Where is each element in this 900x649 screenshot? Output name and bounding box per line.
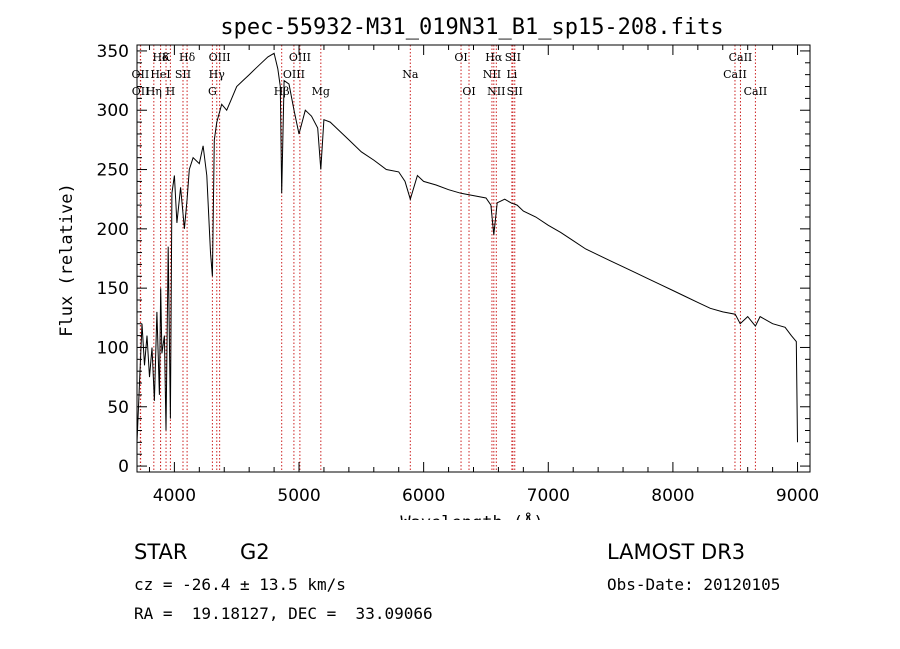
y-tick-label: 0 — [118, 457, 129, 477]
line-label: OII — [132, 85, 150, 98]
line-label: OIII — [289, 51, 311, 64]
x-tick-label: 5000 — [277, 486, 320, 506]
y-tick-label: 50 — [107, 398, 129, 418]
line-label: SII — [505, 51, 521, 64]
line-label: SII — [175, 68, 191, 81]
axis-ticks: 4000 5000 6000 7000 8000 9000 0 50 100 150 200 250 3… — [97, 42, 820, 506]
x-tick-label: 8000 — [651, 486, 694, 506]
line-label: NII — [487, 85, 505, 98]
y-tick-label: 150 — [97, 279, 129, 299]
line-label: Hδ — [152, 51, 169, 64]
y-tick-label: 100 — [97, 338, 129, 358]
spectrum-line — [136, 52, 798, 443]
line-label: Hδ — [179, 51, 196, 64]
line-label: Hβ — [274, 85, 290, 98]
line-label: OI — [454, 51, 467, 64]
redshift-velocity: cz = -26.4 ± 13.5 km/s — [134, 575, 346, 594]
x-tick-label: 6000 — [402, 486, 445, 506]
line-label: OIII — [283, 68, 305, 81]
x-tick-label: 7000 — [527, 486, 570, 506]
line-label: HeI — [150, 68, 170, 81]
y-tick-label: 200 — [97, 220, 129, 240]
line-label: Na — [402, 68, 419, 81]
chart-title: spec-55932-M31_019N31_B1_sp15-208.fits — [220, 15, 723, 40]
line-label: NII — [483, 68, 501, 81]
y-axis-label: Flux (relative) — [57, 183, 77, 337]
observation-date: Obs-Date: 20120105 — [607, 575, 781, 594]
object-class: STAR — [134, 540, 188, 564]
line-label: CaII — [729, 51, 753, 64]
line-label: Mg — [312, 85, 330, 98]
survey-name: LAMOST DR3 — [607, 540, 746, 564]
line-label: OIII — [209, 51, 231, 64]
spectrum-chart: spec-55932-M31_019N31_B1_sp15-208.fits H… — [57, 15, 820, 520]
line-label: K — [162, 51, 171, 64]
line-label: CaII — [744, 85, 768, 98]
line-label: Li — [506, 68, 517, 81]
object-subclass: G2 — [240, 540, 270, 564]
x-axis-label: Wavelength (Å) — [400, 511, 543, 520]
line-label: Hη — [146, 85, 162, 98]
line-label: OI — [462, 85, 475, 98]
x-tick-label: 9000 — [776, 486, 819, 506]
line-label: H — [166, 85, 176, 98]
line-markers — [139, 45, 756, 472]
y-tick-label: 350 — [97, 42, 129, 62]
plot-frame — [136, 44, 811, 473]
y-tick-label: 300 — [97, 101, 129, 121]
y-tick-label: 250 — [97, 161, 129, 181]
x-tick-label: 4000 — [153, 486, 196, 506]
line-label: G — [208, 85, 217, 98]
line-label: SII — [507, 85, 523, 98]
coordinates: RA = 19.18127, DEC = 33.09066 — [134, 604, 433, 623]
line-label: CaII — [723, 68, 747, 81]
line-label: Hγ — [209, 68, 226, 81]
line-label: Hα — [485, 51, 503, 64]
